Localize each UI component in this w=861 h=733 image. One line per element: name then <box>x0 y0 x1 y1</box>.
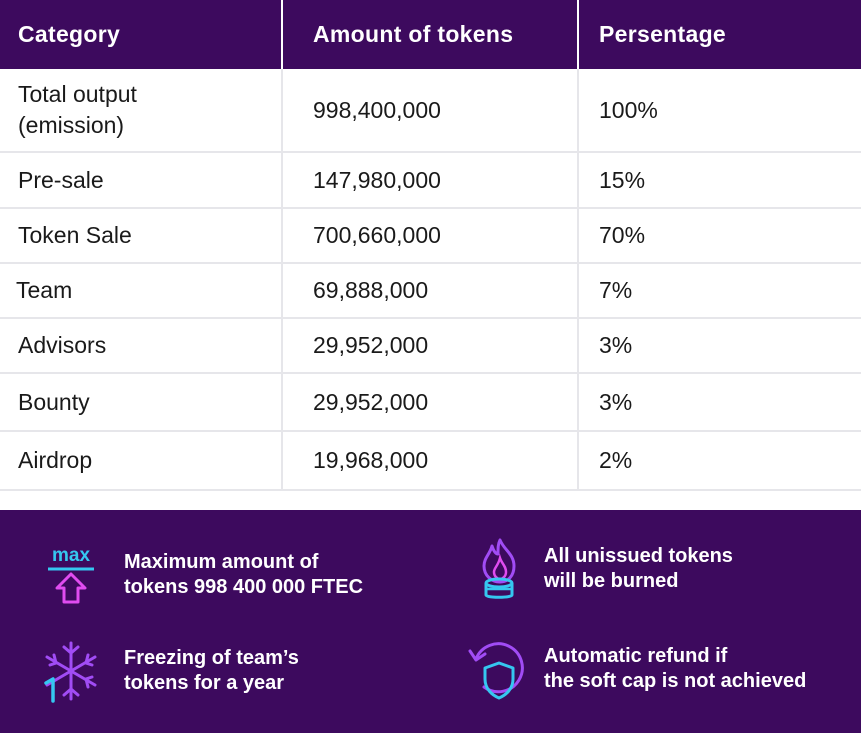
snowflake-icon <box>40 640 102 703</box>
table-row: Airdrop 19,968,000 2% <box>0 432 861 491</box>
feature-max-amount: max Maximum amount of tokens 998 400 000… <box>40 544 363 606</box>
feature-max-line1: Maximum amount of <box>124 551 319 573</box>
features-panel: max Maximum amount of tokens 998 400 000… <box>0 510 861 733</box>
table-row: Pre-sale 147,980,000 15% <box>0 153 861 209</box>
cell-category: Team <box>0 264 283 317</box>
feature-freeze-text: Freezing of team’s tokens for a year <box>124 646 299 696</box>
cell-percentage: 3% <box>599 388 633 415</box>
category-line: (emission) <box>18 112 125 138</box>
cell-percentage: 100% <box>599 96 658 123</box>
feature-burn-line1: All unissued tokens <box>544 545 733 567</box>
cell-percentage: 3% <box>599 332 633 358</box>
feature-refund: Automatic refund if the soft cap is not … <box>466 638 806 700</box>
cell-category: Bounty <box>0 374 283 430</box>
feature-burn-text: All unissued tokens will be burned <box>544 544 733 594</box>
feature-refund-line2: the soft cap is not achieved <box>544 670 807 692</box>
table-row: Total output (emission) 998,400,000 100% <box>0 69 861 153</box>
cell-category: Advisors <box>0 319 283 372</box>
feature-max-line2: tokens 998 400 000 FTEC <box>124 576 364 598</box>
feature-max-text: Maximum amount of tokens 998 400 000 FTE… <box>124 550 363 600</box>
cell-amount: 69,888,000 <box>283 264 579 317</box>
cell-amount: 700,660,000 <box>283 209 579 262</box>
max-icon-label: max <box>52 545 90 566</box>
cell-percentage: 70% <box>599 222 646 248</box>
table-row: Token Sale 700,660,000 70% <box>0 209 861 264</box>
cell-amount: 998,400,000 <box>283 69 579 151</box>
cell-category: Total output (emission) <box>0 69 283 151</box>
cell-percentage: 15% <box>599 166 646 193</box>
feature-burn-line2: will be burned <box>544 570 679 592</box>
feature-freeze: Freezing of team’s tokens for a year <box>40 640 299 703</box>
feature-refund-text: Automatic refund if the soft cap is not … <box>544 644 806 694</box>
header-category: Category <box>0 0 283 69</box>
feature-freeze-line2: tokens for a year <box>124 672 285 694</box>
header-percentage: Persentage <box>599 21 727 47</box>
cell-percentage: 7% <box>599 277 633 303</box>
refund-shield-icon <box>466 638 528 700</box>
table-row: Bounty 29,952,000 3% <box>0 374 861 432</box>
cell-amount: 19,968,000 <box>283 432 579 489</box>
fire-coins-icon <box>470 538 532 600</box>
header-amount: Amount of tokens <box>283 0 579 69</box>
max-arrow-icon: max <box>40 544 102 606</box>
cell-percentage: 2% <box>599 447 633 473</box>
cell-amount: 147,980,000 <box>283 153 579 207</box>
table-row: Team 69,888,000 7% <box>0 264 861 319</box>
feature-burn: All unissued tokens will be burned <box>470 538 733 600</box>
table-header-row: Category Amount of tokens Persentage <box>0 0 861 69</box>
feature-freeze-line1: Freezing of team’s <box>124 647 299 669</box>
cell-category: Token Sale <box>0 209 283 262</box>
cell-amount: 29,952,000 <box>283 374 579 430</box>
token-distribution-table: Category Amount of tokens Persentage Tot… <box>0 0 861 491</box>
table-row: Advisors 29,952,000 3% <box>0 319 861 374</box>
cell-amount: 29,952,000 <box>283 319 579 372</box>
category-line: Total output <box>18 81 137 107</box>
cell-category: Pre-sale <box>0 153 283 207</box>
feature-refund-line1: Automatic refund if <box>544 645 728 667</box>
cell-category: Airdrop <box>0 432 283 489</box>
